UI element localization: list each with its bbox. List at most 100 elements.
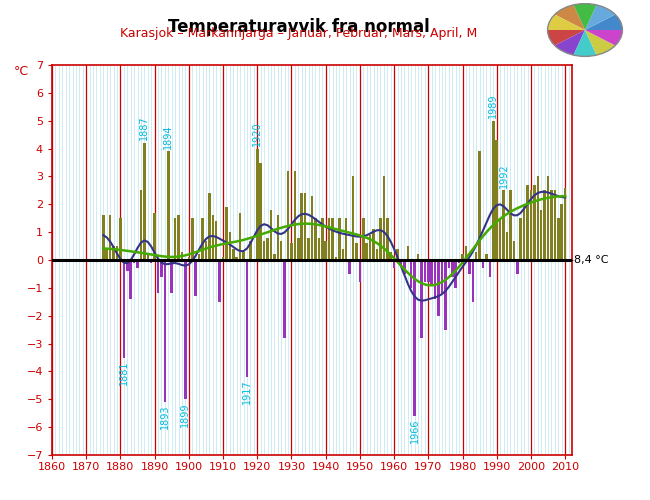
- Text: °C: °C: [14, 65, 29, 78]
- Bar: [242, 252, 245, 260]
- Bar: [328, 218, 330, 260]
- Bar: [164, 260, 166, 402]
- Text: 1989: 1989: [488, 94, 499, 118]
- Bar: [160, 260, 162, 276]
- Wedge shape: [547, 30, 585, 46]
- Bar: [406, 246, 409, 260]
- Bar: [540, 210, 543, 260]
- Bar: [311, 196, 313, 260]
- Bar: [424, 260, 426, 282]
- Bar: [229, 232, 231, 260]
- Bar: [294, 171, 296, 260]
- Bar: [543, 190, 546, 260]
- Bar: [513, 240, 515, 260]
- Bar: [150, 260, 153, 263]
- Bar: [362, 218, 365, 260]
- Bar: [348, 260, 351, 274]
- Bar: [393, 260, 395, 268]
- Bar: [359, 260, 361, 282]
- Bar: [369, 235, 371, 260]
- Bar: [564, 188, 566, 260]
- Bar: [263, 240, 265, 260]
- Wedge shape: [585, 30, 623, 46]
- Bar: [202, 218, 204, 260]
- Text: 1887: 1887: [139, 116, 150, 140]
- Bar: [276, 216, 279, 260]
- Bar: [365, 244, 368, 260]
- Bar: [403, 260, 406, 274]
- Text: 1917: 1917: [242, 380, 252, 404]
- Bar: [140, 190, 142, 260]
- Bar: [174, 218, 176, 260]
- Bar: [417, 254, 419, 260]
- Bar: [194, 260, 197, 296]
- Bar: [184, 260, 187, 400]
- Bar: [146, 254, 149, 260]
- Bar: [143, 143, 146, 260]
- Bar: [239, 212, 241, 260]
- Bar: [266, 238, 269, 260]
- Bar: [410, 260, 413, 288]
- Bar: [129, 260, 132, 299]
- Bar: [153, 212, 156, 260]
- Bar: [198, 254, 200, 260]
- Bar: [557, 218, 560, 260]
- Bar: [246, 260, 248, 377]
- Bar: [468, 260, 471, 274]
- Bar: [314, 218, 317, 260]
- Bar: [482, 260, 484, 268]
- Text: Karasjok – Markannjarga – Januar, Februar, Mars, April, M: Karasjok – Markannjarga – Januar, Februa…: [120, 28, 478, 40]
- Bar: [136, 260, 139, 268]
- Bar: [332, 218, 334, 260]
- Bar: [458, 260, 460, 263]
- Bar: [235, 257, 238, 260]
- Bar: [444, 260, 447, 330]
- Bar: [287, 171, 289, 260]
- Bar: [222, 257, 224, 260]
- Bar: [475, 252, 478, 260]
- Wedge shape: [547, 14, 585, 30]
- Bar: [341, 249, 344, 260]
- Text: -8,4 °C: -8,4 °C: [570, 255, 609, 265]
- Bar: [338, 218, 341, 260]
- Wedge shape: [585, 30, 616, 55]
- Bar: [471, 260, 474, 302]
- Bar: [256, 148, 259, 260]
- Bar: [225, 207, 227, 260]
- Bar: [478, 152, 481, 260]
- Bar: [396, 249, 399, 260]
- Bar: [547, 176, 549, 260]
- Bar: [188, 257, 190, 260]
- Bar: [191, 218, 194, 260]
- Bar: [430, 260, 433, 285]
- Bar: [177, 216, 180, 260]
- Text: Temperaturavvik fra normal: Temperaturavvik fra normal: [168, 18, 430, 36]
- Bar: [441, 260, 443, 294]
- Bar: [259, 162, 262, 260]
- Bar: [379, 218, 382, 260]
- Bar: [519, 218, 522, 260]
- Bar: [383, 176, 385, 260]
- Text: 1920: 1920: [252, 121, 262, 146]
- Bar: [420, 260, 423, 338]
- Bar: [123, 260, 125, 358]
- Bar: [324, 240, 327, 260]
- Bar: [434, 260, 436, 299]
- Bar: [389, 252, 392, 260]
- Bar: [211, 216, 214, 260]
- Bar: [523, 204, 525, 260]
- Bar: [465, 246, 467, 260]
- Bar: [345, 218, 348, 260]
- Bar: [283, 260, 286, 338]
- Bar: [300, 193, 303, 260]
- Text: 1881: 1881: [119, 360, 129, 385]
- Bar: [454, 260, 457, 288]
- Wedge shape: [554, 5, 585, 30]
- Bar: [232, 249, 235, 260]
- Bar: [495, 140, 498, 260]
- Bar: [215, 221, 218, 260]
- Bar: [499, 218, 501, 260]
- Bar: [126, 260, 129, 271]
- Bar: [489, 260, 491, 276]
- Wedge shape: [585, 14, 623, 30]
